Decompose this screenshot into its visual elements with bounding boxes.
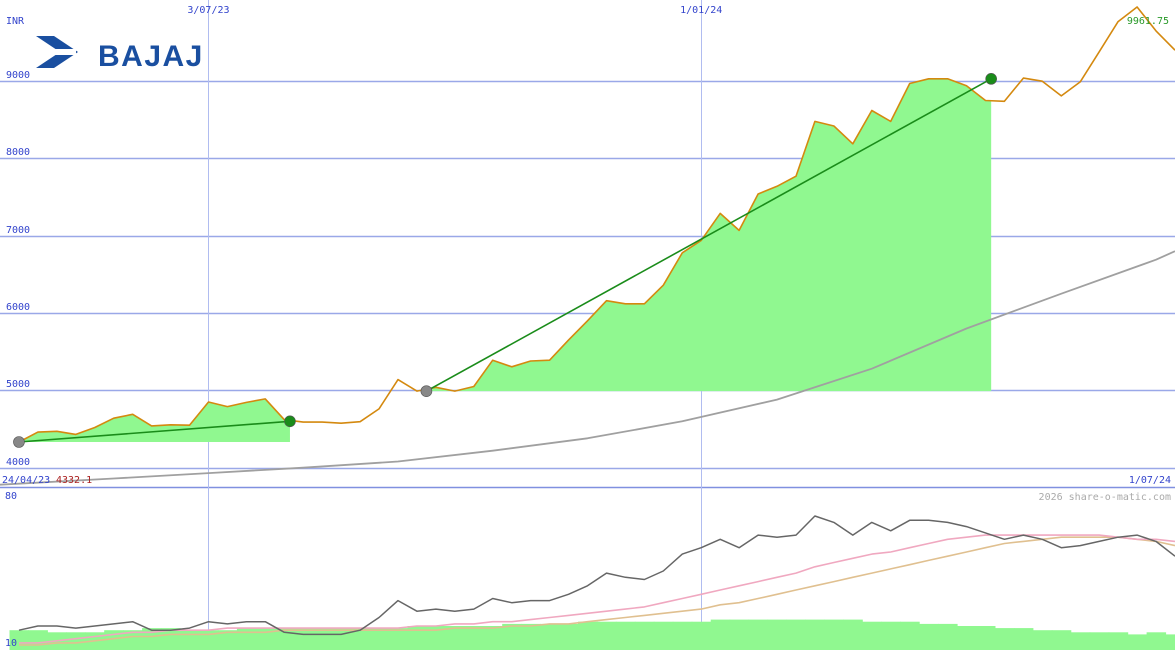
volume-bar (748, 619, 769, 650)
volume-bar (350, 628, 371, 650)
volume-bar (786, 619, 806, 650)
volume-bar (464, 626, 484, 650)
volume-bar (28, 630, 48, 650)
volume-bar (767, 619, 787, 650)
indicator-tan-line (19, 536, 1175, 646)
x-tick-label: 3/07/23 (187, 5, 229, 16)
bajaj-logo-text: BAJAJ (98, 40, 204, 73)
volume-bar (1070, 632, 1091, 650)
volume-bar (805, 619, 825, 650)
x-tick-label: 1/01/24 (680, 5, 722, 16)
volume-bar (843, 619, 863, 650)
volume-bar (653, 621, 674, 650)
volume-bar (293, 628, 314, 650)
y-tick-label: 5000 (6, 379, 30, 390)
volume-bar (938, 623, 958, 650)
axis-labels: 4000 5000 6000 7000 8000 9000 3/07/23 1/01/24 (6, 5, 722, 468)
y-tick-label: 6000 (6, 302, 30, 313)
trend-line-0 (18, 420, 291, 443)
volume-bar (483, 626, 503, 650)
start-date-label: 24/04/23 (2, 475, 50, 486)
volume-bar (123, 630, 143, 650)
volume-bar (1013, 628, 1034, 650)
volume-bar (445, 626, 465, 650)
volume-bar (161, 628, 181, 650)
volume-bar (521, 623, 541, 650)
moving-average-line (0, 250, 1175, 486)
volume-bar (672, 621, 693, 650)
volume-bar (919, 623, 939, 650)
volume-bar (862, 621, 882, 650)
volume-bar (615, 621, 636, 650)
volume-bar (957, 626, 977, 650)
volume-bar (217, 630, 238, 650)
volume-bar (1165, 634, 1175, 650)
volume-bar (388, 628, 408, 650)
trend-point-0 (13, 436, 25, 448)
bajaj-logo-icon (36, 36, 78, 68)
trend-point-1 (284, 415, 296, 428)
start-price-label: 4332.1 (56, 475, 92, 486)
indicator-bottom-label: 10 (5, 638, 17, 649)
volume-bar (597, 621, 617, 650)
volume-bar (976, 626, 996, 650)
volume-bar (1089, 632, 1110, 650)
trend-point-3 (985, 73, 997, 85)
volume-bar (729, 619, 750, 650)
volume-bar (236, 628, 257, 650)
volume-bar (578, 621, 598, 650)
volume-bar (1051, 630, 1072, 650)
trend-fills (18, 78, 992, 443)
volume-bar (824, 619, 844, 650)
volume-bar (1127, 634, 1148, 650)
indicator-line (18, 515, 1175, 636)
logo-bar (36, 49, 76, 55)
trend-points (13, 73, 997, 448)
volume-bar (66, 632, 86, 650)
volume-bar (540, 623, 560, 650)
volume-bar (255, 628, 276, 650)
y-tick-label: 9000 (6, 70, 30, 81)
volume-bar (559, 623, 579, 650)
indicator-panel (9, 515, 1175, 650)
volume-bar (502, 623, 522, 650)
price-lines (0, 6, 1175, 486)
volume-bar (691, 621, 712, 650)
volume-bar (312, 628, 333, 650)
y-tick-label: 8000 (6, 147, 30, 158)
volume-bar (881, 621, 901, 650)
volume-bar (142, 628, 162, 650)
trend-fill-0 (18, 398, 290, 443)
currency-label: INR (6, 16, 25, 27)
volume-bar (407, 626, 427, 650)
y-tick-label: 4000 (6, 457, 30, 468)
indicator-pink-line (19, 534, 1175, 644)
volume-bar (1108, 632, 1129, 650)
volume-bar (180, 630, 200, 650)
volume-bar (331, 628, 352, 650)
bajaj-logo: BAJAJ (36, 36, 204, 73)
volume-bar (1032, 630, 1053, 650)
volume-bar (634, 621, 655, 650)
end-date-label: 1/07/24 (1129, 475, 1171, 486)
trend-point-2 (420, 385, 433, 397)
last-price-label: 9961.75 (1127, 16, 1169, 27)
volume-bar (900, 621, 920, 650)
indicator-top-label: 80 (5, 491, 17, 502)
trend-line-1 (426, 78, 992, 392)
volume-bar (995, 628, 1015, 650)
volume-bar (426, 626, 446, 650)
volume-bar (369, 628, 390, 650)
y-tick-label: 7000 (6, 225, 30, 236)
volume-bar (1146, 632, 1167, 650)
price-line (18, 6, 1175, 443)
volume-bar (710, 619, 731, 650)
copyright-label: 2026 share-o-matic.com (1039, 492, 1171, 503)
